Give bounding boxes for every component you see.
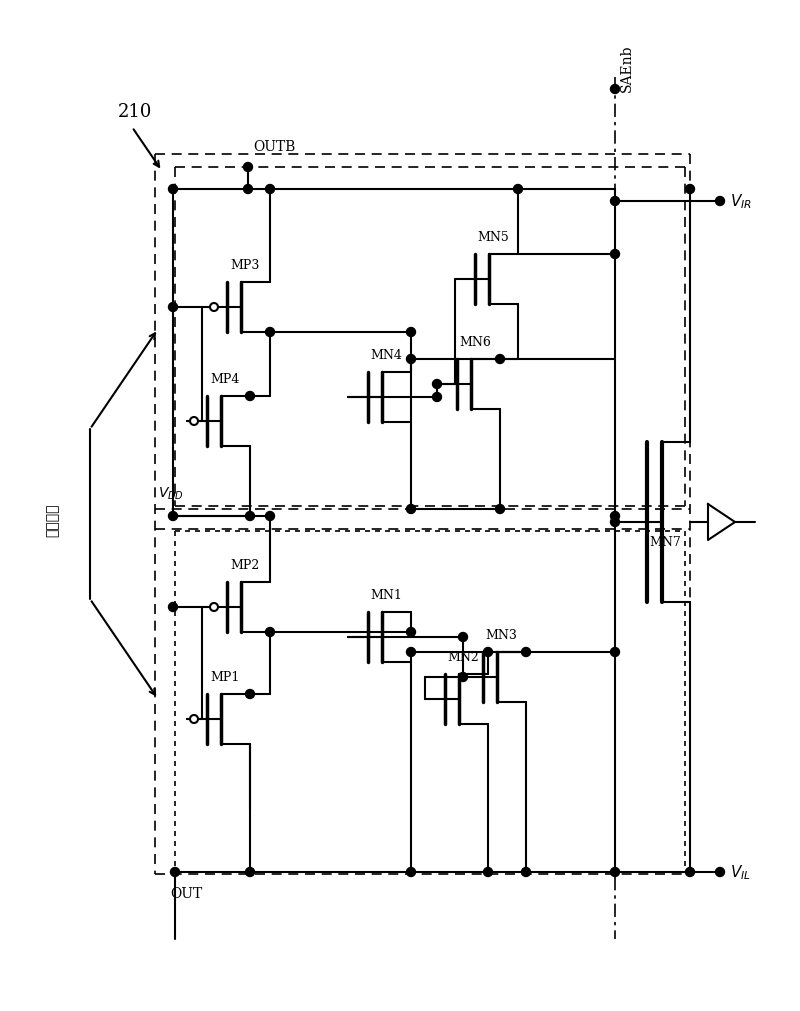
Text: $V_{IL}$: $V_{IL}$	[730, 862, 751, 882]
Circle shape	[610, 251, 619, 259]
Circle shape	[495, 355, 505, 364]
Text: MN4: MN4	[370, 349, 402, 362]
Circle shape	[483, 867, 493, 877]
Text: MN3: MN3	[485, 629, 517, 641]
Circle shape	[406, 867, 415, 877]
Text: 210: 210	[118, 103, 152, 121]
Circle shape	[522, 648, 530, 657]
Circle shape	[483, 648, 493, 657]
Text: MN5: MN5	[477, 231, 509, 244]
Circle shape	[406, 329, 415, 337]
Text: $V_{IR}$: $V_{IR}$	[730, 192, 752, 211]
Circle shape	[243, 185, 253, 194]
Circle shape	[406, 628, 415, 637]
Circle shape	[169, 185, 178, 194]
Circle shape	[246, 392, 254, 401]
Text: MP2: MP2	[230, 558, 260, 571]
Circle shape	[243, 164, 253, 172]
Circle shape	[495, 506, 505, 514]
Circle shape	[190, 716, 198, 723]
Circle shape	[266, 329, 274, 337]
Circle shape	[610, 512, 619, 521]
Circle shape	[190, 418, 198, 426]
Text: OUT: OUT	[170, 886, 202, 900]
Circle shape	[514, 185, 522, 194]
Circle shape	[246, 512, 254, 521]
Text: SAEnb: SAEnb	[620, 44, 634, 92]
Circle shape	[406, 355, 415, 364]
Circle shape	[246, 867, 254, 877]
Circle shape	[246, 690, 254, 699]
Circle shape	[169, 603, 178, 612]
Circle shape	[458, 673, 467, 681]
Circle shape	[266, 512, 274, 521]
Text: MP3: MP3	[230, 259, 260, 272]
Circle shape	[458, 633, 467, 642]
Circle shape	[169, 303, 178, 312]
Circle shape	[610, 867, 619, 877]
Circle shape	[686, 185, 694, 194]
Circle shape	[170, 867, 179, 877]
Circle shape	[686, 867, 694, 877]
Circle shape	[210, 604, 218, 612]
Text: $V_{DD}$: $V_{DD}$	[158, 485, 184, 501]
Circle shape	[610, 648, 619, 657]
Text: MN1: MN1	[370, 588, 402, 602]
Circle shape	[433, 380, 442, 389]
Circle shape	[210, 303, 218, 311]
Circle shape	[610, 85, 619, 94]
Text: MP1: MP1	[210, 670, 240, 683]
Text: MN2: MN2	[447, 650, 479, 663]
Circle shape	[522, 867, 530, 877]
Circle shape	[715, 867, 725, 877]
Text: OUTB: OUTB	[253, 140, 295, 154]
Circle shape	[433, 393, 442, 402]
Text: MN6: MN6	[459, 336, 491, 349]
Circle shape	[715, 197, 725, 206]
Circle shape	[406, 648, 415, 657]
Text: MN7: MN7	[649, 536, 681, 549]
Circle shape	[406, 506, 415, 514]
Text: 对称匹配: 对称匹配	[45, 502, 59, 536]
Circle shape	[266, 185, 274, 194]
Circle shape	[266, 628, 274, 637]
Text: MP4: MP4	[210, 373, 240, 385]
Circle shape	[610, 197, 619, 206]
Circle shape	[610, 518, 619, 527]
Circle shape	[169, 512, 178, 521]
